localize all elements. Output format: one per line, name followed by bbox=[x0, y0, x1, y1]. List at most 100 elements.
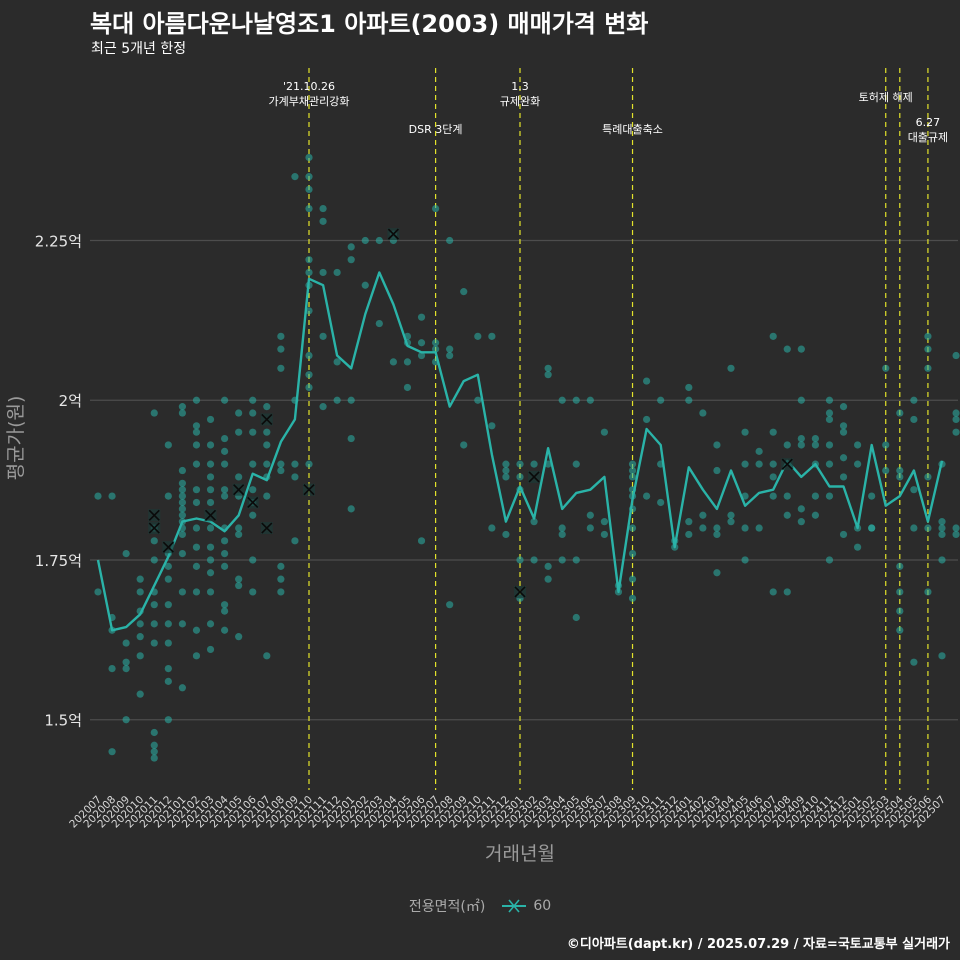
scatter-point bbox=[206, 441, 215, 449]
scatter-point bbox=[572, 460, 580, 468]
x-marker bbox=[303, 484, 315, 496]
scatter-point bbox=[192, 428, 201, 436]
scatter-point bbox=[192, 543, 201, 551]
line-layer bbox=[96, 271, 944, 632]
x-marker bbox=[204, 509, 217, 521]
scatter-point bbox=[741, 428, 749, 436]
scatter-point bbox=[783, 588, 791, 596]
scatter-point bbox=[783, 441, 791, 449]
scatter-point bbox=[333, 396, 341, 404]
event-label: '21.10.26 가계부채관리강화 bbox=[269, 80, 350, 108]
scatter-point bbox=[952, 524, 960, 532]
event-label: 6.27 대출규제 bbox=[908, 116, 948, 144]
scatter-point bbox=[319, 403, 327, 411]
x-marker bbox=[261, 522, 273, 534]
scatter-point bbox=[896, 562, 904, 570]
legend-label: 60 bbox=[533, 898, 552, 914]
scatter-point bbox=[783, 511, 791, 519]
scatter-point bbox=[178, 588, 186, 596]
scatter-point bbox=[206, 524, 215, 532]
scatter-point bbox=[122, 549, 130, 558]
scatter-point bbox=[136, 588, 144, 596]
scatter-point bbox=[643, 415, 651, 424]
scatter-point bbox=[305, 268, 313, 277]
scatter-point bbox=[221, 626, 229, 634]
event-label: 1.3 규제완화 bbox=[500, 80, 540, 108]
event-label: DSR 3단계 bbox=[409, 123, 463, 136]
scatter-point bbox=[178, 511, 186, 519]
chart-subtitle: 최근 5개년 한정 bbox=[91, 41, 187, 57]
scatter-point bbox=[586, 396, 594, 404]
scatter-point bbox=[924, 345, 932, 353]
scatter-point bbox=[600, 530, 609, 539]
scatter-point bbox=[938, 556, 946, 564]
scatter-point bbox=[896, 473, 904, 481]
scatter-point bbox=[825, 409, 834, 417]
scatter-point bbox=[164, 620, 172, 628]
scatter-point bbox=[263, 403, 271, 411]
scatter-point bbox=[825, 556, 834, 564]
scatter-point bbox=[319, 268, 327, 277]
scatter-point bbox=[839, 530, 848, 539]
scatter-point bbox=[685, 530, 693, 539]
scatter-point bbox=[952, 409, 960, 417]
scatter-point bbox=[150, 748, 158, 756]
scatter-point bbox=[164, 716, 172, 724]
scatter-point bbox=[544, 562, 552, 570]
scatter-point bbox=[206, 569, 215, 577]
scatter-point bbox=[347, 505, 355, 513]
scatter-point bbox=[164, 639, 172, 647]
scatter-point bbox=[502, 530, 510, 539]
scatter-point bbox=[206, 556, 215, 564]
scatter-point bbox=[910, 658, 918, 666]
scatter-point bbox=[685, 383, 693, 392]
scatter-point bbox=[221, 607, 229, 615]
scatter-point bbox=[192, 652, 201, 660]
scatter-point bbox=[657, 396, 665, 404]
scatter-point bbox=[375, 236, 383, 245]
scatter-point bbox=[263, 460, 271, 468]
scatter-point bbox=[924, 588, 932, 596]
scatter-point bbox=[375, 319, 383, 328]
scatter-point bbox=[628, 594, 637, 602]
scatter-point bbox=[249, 409, 257, 417]
scatter-point bbox=[713, 441, 721, 449]
scatter-point bbox=[403, 358, 412, 366]
scatter-point bbox=[544, 371, 552, 379]
scatter-point bbox=[235, 575, 243, 583]
scatter-point bbox=[628, 549, 637, 558]
scatter-point bbox=[600, 518, 609, 526]
scatter-point bbox=[164, 575, 172, 583]
scatter-layer bbox=[94, 153, 960, 762]
scatter-point bbox=[122, 639, 130, 647]
scatter-point bbox=[558, 524, 566, 532]
y-tick-label: 2억 bbox=[59, 392, 82, 410]
scatter-point bbox=[136, 652, 144, 660]
scatter-point bbox=[221, 601, 229, 609]
scatter-point bbox=[797, 345, 805, 353]
scatter-point bbox=[643, 492, 651, 500]
scatter-point bbox=[558, 530, 566, 539]
scatter-point bbox=[305, 383, 313, 392]
scatter-point bbox=[825, 441, 834, 449]
scatter-point bbox=[783, 492, 791, 500]
scatter-point bbox=[178, 620, 186, 628]
scatter-point bbox=[192, 498, 201, 507]
scatter-point bbox=[263, 492, 271, 500]
scatter-point bbox=[235, 473, 243, 481]
scatter-point bbox=[249, 396, 257, 404]
scatter-point bbox=[896, 626, 904, 634]
scatter-point bbox=[150, 601, 158, 609]
scatter-point bbox=[924, 473, 932, 481]
scatter-point bbox=[460, 288, 468, 296]
series-line bbox=[96, 271, 944, 632]
scatter-point bbox=[446, 601, 454, 609]
scatter-point bbox=[446, 236, 454, 245]
marker-layer bbox=[148, 228, 794, 598]
scatter-point bbox=[854, 543, 862, 551]
scatter-point bbox=[938, 530, 946, 539]
scatter-point bbox=[432, 204, 440, 213]
scatter-point bbox=[122, 658, 130, 666]
scatter-point bbox=[164, 601, 172, 609]
scatter-point bbox=[389, 358, 397, 366]
